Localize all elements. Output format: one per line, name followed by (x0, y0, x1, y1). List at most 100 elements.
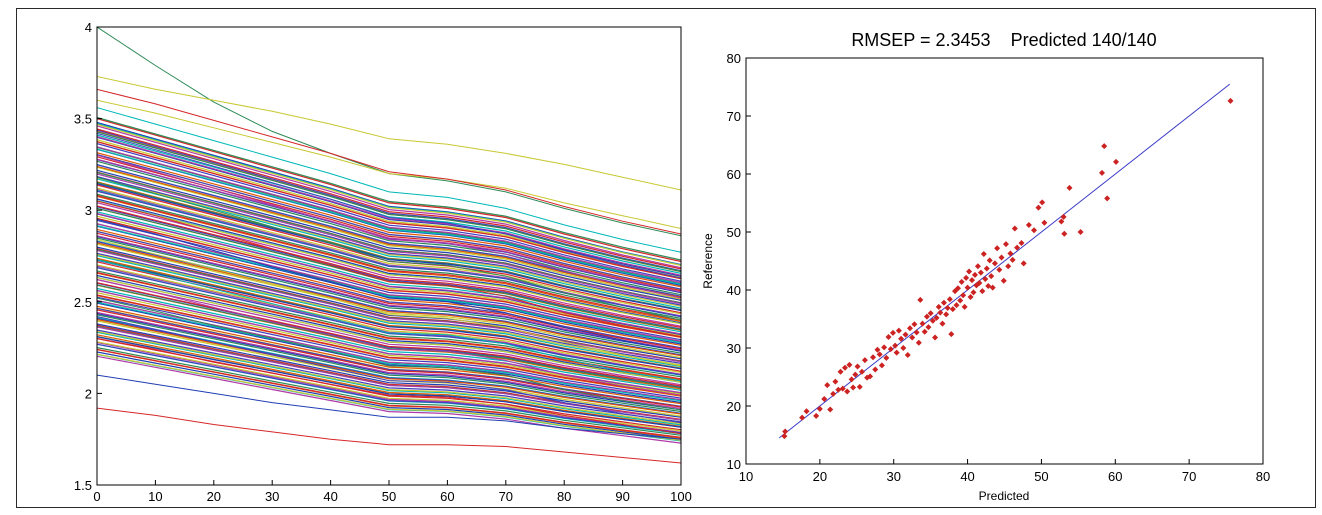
scatter-point (1007, 250, 1014, 257)
spectrum-band-line (97, 267, 681, 376)
spectrum-band-line (97, 200, 681, 325)
scatter-point (900, 345, 907, 351)
scatter-point (979, 288, 986, 295)
scatter-point (902, 331, 909, 338)
y-tick-label: 4 (85, 20, 92, 35)
scatter-point (841, 364, 848, 371)
spectrum-line (97, 132, 681, 279)
spectrum-band-line (97, 173, 681, 305)
y-tick-label: 2.5 (74, 295, 92, 310)
scatter-point (980, 251, 987, 258)
spectrum-band-line (97, 284, 681, 389)
spectrum-band-line (97, 217, 681, 338)
scatter-point (966, 268, 973, 275)
spectrum-band-line (97, 206, 681, 330)
spectrum-band-line (97, 259, 681, 370)
spectrum-band-line (97, 212, 681, 335)
scatter-point (1009, 256, 1016, 263)
x-tick-label: 30 (265, 489, 279, 504)
x-tick-label: 80 (1256, 469, 1270, 484)
spectrum-band-line (97, 331, 681, 426)
scatter-point (892, 342, 899, 349)
scatter-point (929, 317, 936, 324)
spectrum-line (97, 99, 681, 229)
spectrum-band-line (97, 314, 681, 413)
right-y-ticks: 10 20 30 40 50 60 70 80 (727, 51, 751, 472)
spectrum-band-line (97, 301, 681, 402)
spectrum-band-line (97, 228, 681, 346)
spectrum-line (97, 374, 681, 440)
scatter-point (803, 408, 810, 415)
scatter-point (957, 297, 964, 304)
scatter-point (927, 310, 934, 317)
spectrum-line (97, 107, 681, 253)
scatter-point (974, 263, 981, 270)
spectrum-band-line (97, 353, 681, 441)
y-tick-label: 1.5 (74, 478, 92, 493)
spectrum-band-line (97, 253, 681, 366)
spectrum-band-line (97, 265, 681, 375)
scatter-point (1031, 227, 1038, 234)
spectrum-band-line (97, 309, 681, 408)
scatter-point (954, 285, 961, 292)
x-axis-label: Predicted (979, 489, 1030, 503)
scatter-point (969, 277, 976, 284)
scatter-point (850, 384, 857, 391)
x-tick-label: 70 (1182, 469, 1196, 484)
scatter-point (1018, 240, 1025, 247)
spectrum-line (97, 279, 681, 396)
scatter-point (867, 373, 874, 380)
scatter-point (1077, 229, 1084, 235)
y-tick-label: 50 (727, 225, 741, 240)
scatter-point (932, 334, 939, 341)
scatter-point (937, 309, 944, 316)
spectrum-band-line (97, 318, 681, 415)
spectrum-line (97, 76, 681, 191)
x-tick-label: 10 (739, 469, 753, 484)
right-plot-border (745, 57, 1264, 465)
x-tick-label: 60 (440, 489, 454, 504)
scatter-point (998, 254, 1005, 261)
spectrum-band-line (97, 302, 681, 404)
spectrum-band-line (97, 237, 681, 354)
scatter-point (1039, 199, 1046, 206)
scatter-point (985, 282, 992, 289)
x-tick-label: 40 (960, 469, 974, 484)
spectrum-band-line (97, 348, 681, 438)
scatter-point (988, 273, 995, 280)
spectrum-band-line (97, 287, 681, 391)
scatter-point (870, 354, 877, 361)
spectrum-band-line (97, 177, 681, 307)
spectrum-band-line (97, 176, 681, 306)
scatter-point (827, 406, 834, 413)
spectrum-band-line (97, 235, 681, 352)
scatter-point (963, 274, 970, 281)
spectrum-band-line (97, 139, 681, 279)
spectrum-band-line (97, 136, 681, 277)
spectrum-band-line (97, 187, 681, 315)
scatter-point (887, 346, 894, 353)
y-tick-label: 3.5 (74, 112, 92, 127)
scatter-point (989, 284, 996, 291)
scatter-point (872, 366, 879, 373)
spectrum-band-line (97, 336, 681, 428)
scatter-point (967, 293, 974, 300)
scatter-point (1066, 184, 1073, 191)
scatter-point (915, 339, 922, 346)
scatter-point (904, 351, 911, 358)
scatter-point (940, 299, 947, 306)
spectrum-band-line (97, 225, 681, 344)
scatter-point (970, 289, 977, 296)
spectrum-band-line (97, 166, 681, 300)
spectrum-line (97, 316, 681, 424)
spectrum-band-line (97, 205, 681, 328)
x-tick-label: 50 (382, 489, 396, 504)
scatter-point (906, 325, 913, 332)
y-tick-label: 60 (727, 167, 741, 182)
spectrum-band-line (97, 307, 681, 407)
spectrum-band-line (97, 341, 681, 433)
spectrum-band-line (97, 289, 681, 394)
y-tick-label: 20 (727, 399, 741, 414)
